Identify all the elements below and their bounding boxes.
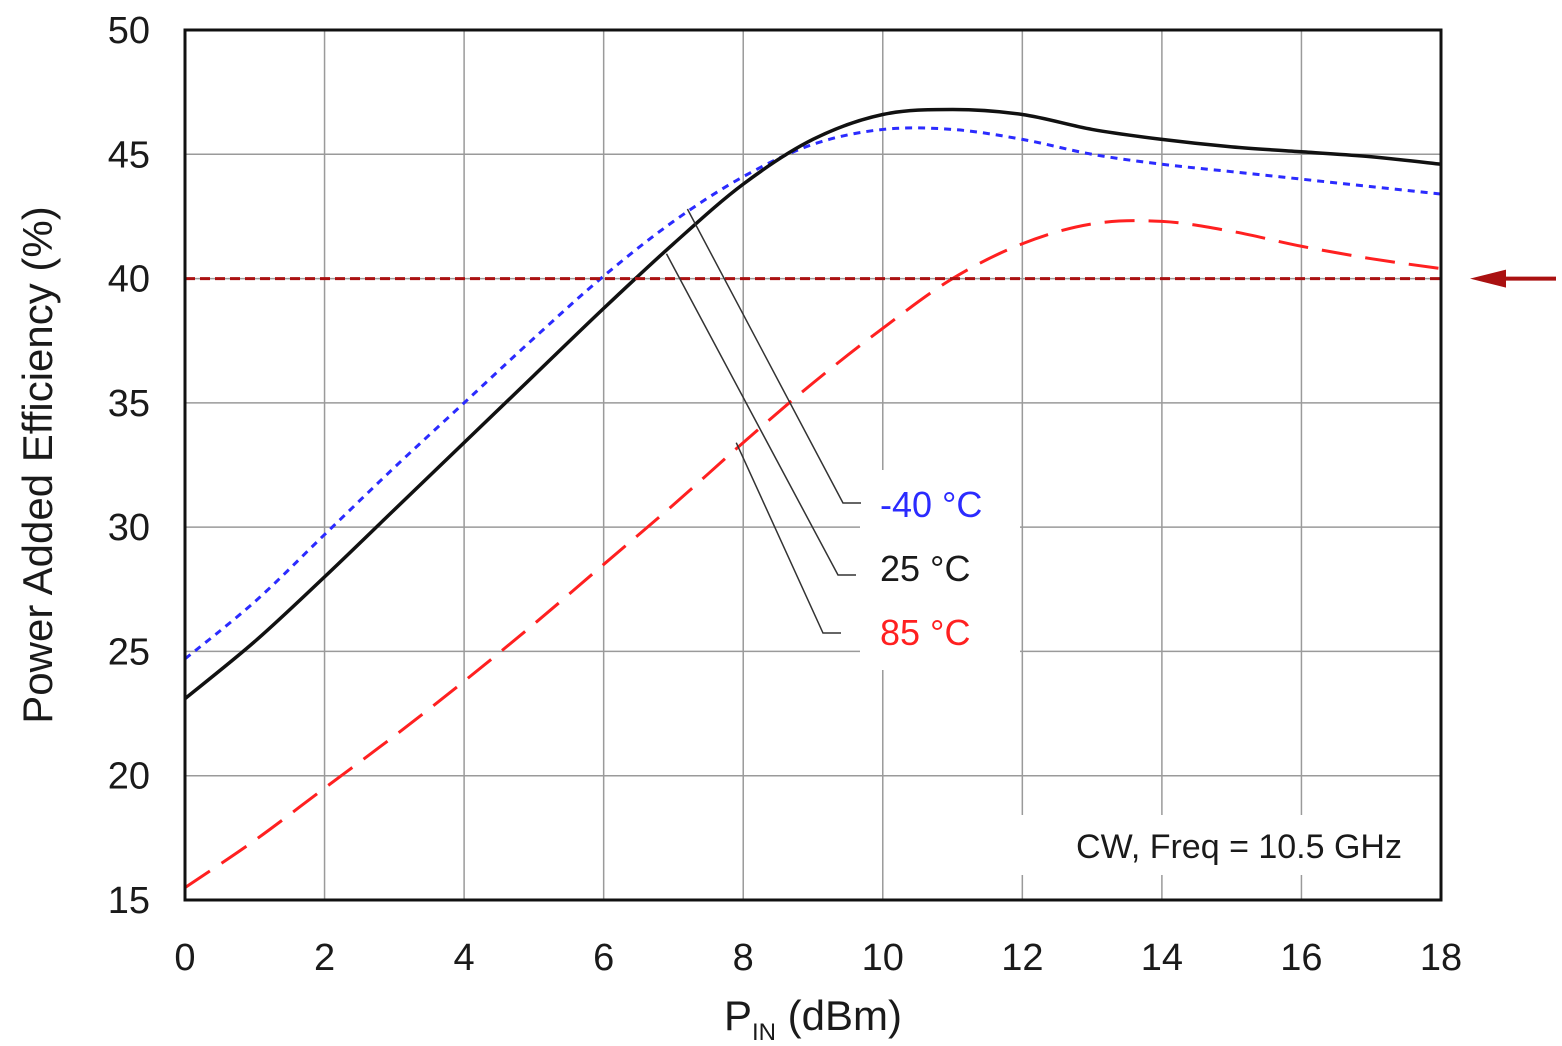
grid-lines — [185, 30, 1441, 900]
series-lines — [185, 110, 1441, 888]
x-axis-label-unit: (dBm) — [776, 992, 902, 1039]
legend-25c: 25 °C — [880, 548, 970, 589]
y-tick-label: 20 — [108, 756, 150, 798]
y-tick-label: 30 — [108, 507, 150, 549]
x-tick-label: 2 — [314, 937, 335, 979]
y-tick-label: 45 — [108, 134, 150, 176]
x-tick-label: 16 — [1280, 937, 1322, 979]
legend-leader-line — [736, 443, 841, 633]
x-tick-label: 14 — [1141, 937, 1183, 979]
x-tick-labels: 0 2 4 6 8 10 12 14 16 18 — [174, 937, 1462, 979]
y-axis-label: Power Added Efficiency (%) — [14, 206, 61, 723]
y-tick-label: 35 — [108, 383, 150, 425]
x-tick-label: 10 — [862, 937, 904, 979]
annotation-text: CW, Freq = 10.5 GHz — [1076, 828, 1402, 866]
x-axis-label: PIN (dBm) — [724, 992, 902, 1046]
x-axis-label-main: P — [724, 992, 752, 1039]
x-tick-label: 18 — [1420, 937, 1462, 979]
reference-arrow-head — [1470, 270, 1506, 288]
x-axis-label-subscript: IN — [752, 1019, 776, 1046]
y-tick-label: 50 — [108, 10, 150, 52]
y-tick-label: 15 — [108, 880, 150, 922]
series-line-minus40c — [185, 128, 1441, 659]
plot-frame — [185, 30, 1441, 900]
y-tick-label: 25 — [108, 631, 150, 673]
y-tick-labels: 15 20 25 30 35 40 45 50 — [108, 10, 150, 922]
x-tick-label: 0 — [174, 937, 195, 979]
x-tick-label: 12 — [1001, 937, 1043, 979]
x-tick-label: 8 — [733, 937, 754, 979]
y-tick-label: 40 — [108, 259, 150, 301]
series-line-85c — [185, 221, 1441, 888]
legend-minus40c: -40 °C — [880, 484, 982, 525]
legend-leader-line — [687, 209, 861, 503]
legend-85c: 85 °C — [880, 612, 970, 653]
x-tick-label: 6 — [593, 937, 614, 979]
x-tick-label: 4 — [454, 937, 475, 979]
